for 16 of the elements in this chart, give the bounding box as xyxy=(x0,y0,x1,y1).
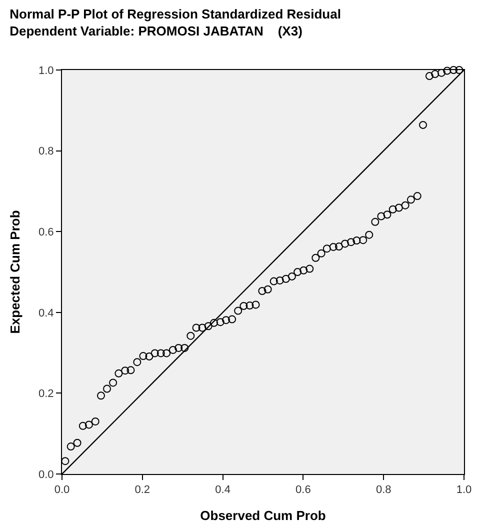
x-tick-label: 0.0 xyxy=(54,484,70,496)
x-tick-label: 0.8 xyxy=(376,484,392,496)
y-tick-label: 0.8 xyxy=(38,146,54,158)
x-tick-label: 0.2 xyxy=(134,484,150,496)
x-tick-label: 0.6 xyxy=(296,484,311,496)
chart-subtitle: Dependent Variable: PROMOSI JABATAN (X3) xyxy=(10,23,302,38)
x-tick-label: 1.0 xyxy=(456,484,472,496)
y-axis-title: Expected Cum Prob xyxy=(7,210,22,334)
y-tick-label: 0.0 xyxy=(38,468,54,481)
y-tick-label: 0.6 xyxy=(38,226,54,238)
x-tick-label: 0.4 xyxy=(215,484,230,496)
y-tick-label: 0.2 xyxy=(38,388,54,400)
y-tick-label: 1.0 xyxy=(38,64,54,77)
chart-title: Normal P-P Plot of Regression Standardized Residual xyxy=(10,6,341,22)
x-axis-title: Observed Cum Prob xyxy=(200,508,326,523)
y-tick-label: 0.4 xyxy=(38,307,54,320)
